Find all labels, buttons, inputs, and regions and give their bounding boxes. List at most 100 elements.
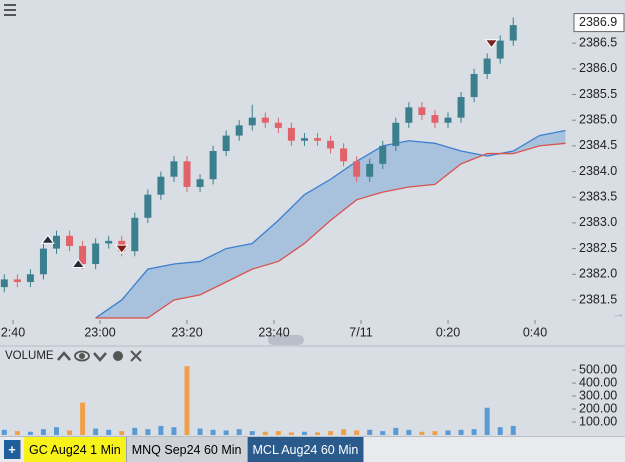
- y-tick-label: 2386.5: [579, 35, 617, 49]
- y-tick-label: 100.00: [579, 414, 617, 428]
- y-tick-label: 2384.5: [579, 138, 617, 152]
- signal-marker: [114, 244, 129, 255]
- volume-bar: [497, 427, 503, 435]
- volume-bar: [354, 430, 360, 435]
- menu-icon[interactable]: [4, 4, 16, 16]
- candle-body: [26, 274, 34, 282]
- scroll-handle[interactable]: [268, 335, 304, 345]
- candle-body: [418, 107, 426, 116]
- candle-body: [509, 25, 517, 41]
- volume-bar: [341, 429, 347, 435]
- signal-marker: [484, 39, 499, 49]
- candle-body: [0, 279, 8, 288]
- candle-body: [13, 279, 21, 282]
- volume-bar: [132, 427, 138, 435]
- add-tab-button[interactable]: +: [4, 440, 21, 459]
- candle-body: [457, 97, 465, 118]
- candle-body: [483, 58, 491, 74]
- last-price-label: 2386.9: [579, 15, 617, 29]
- candle-body: [470, 73, 478, 98]
- candle-body: [444, 117, 452, 123]
- candle-body: [340, 148, 348, 162]
- cloud-line: [95, 129, 566, 319]
- volume-bar: [184, 366, 190, 435]
- x-tick-label: 23:00: [84, 325, 115, 339]
- candle-body: [248, 117, 256, 126]
- volume-bar: [40, 429, 46, 435]
- candle-body: [66, 235, 74, 247]
- candle-body: [496, 40, 504, 59]
- x-tick-label: 23:40: [258, 325, 289, 339]
- candle-body: [431, 115, 439, 123]
- y-tick-label: 2385.5: [579, 87, 617, 101]
- volume-bar: [119, 431, 125, 435]
- x-tick-label: 7/11: [349, 325, 372, 339]
- candle-body: [287, 127, 295, 141]
- candle-body: [274, 122, 282, 128]
- y-tick-label: 300.00: [579, 388, 617, 402]
- y-tick-label: 2381.5: [579, 292, 617, 306]
- tab[interactable]: MNQ Sep24 60 Min: [126, 437, 248, 462]
- signal-marker: [40, 234, 55, 244]
- volume-bar: [471, 429, 477, 435]
- volume-bar: [432, 431, 438, 435]
- panel-icons[interactable]: [57, 350, 142, 362]
- y-tick-label: 500.00: [579, 362, 617, 376]
- cloud-line: [95, 142, 566, 319]
- candle-body: [196, 179, 204, 187]
- volume-bar: [249, 431, 255, 435]
- candle-body: [144, 194, 152, 218]
- volume-bar: [93, 428, 99, 435]
- volume-bar: [367, 429, 373, 435]
- volume-bar: [419, 431, 425, 435]
- scroll-arrow[interactable]: →: [612, 305, 625, 320]
- y-tick-label: 400.00: [579, 375, 617, 389]
- candle-body: [392, 122, 400, 146]
- volume-bar: [484, 407, 490, 435]
- volume-bar: [510, 425, 516, 435]
- volume-bar: [393, 427, 399, 435]
- candle-body: [209, 151, 217, 180]
- candle-body: [39, 248, 47, 275]
- x-tick-label: 0:40: [523, 325, 547, 339]
- candle-body: [314, 138, 321, 141]
- tab[interactable]: MCL Aug24 60 Min: [247, 437, 365, 462]
- candle-body: [379, 145, 387, 164]
- volume-bar: [27, 431, 33, 435]
- volume-bar: [1, 429, 7, 435]
- volume-bar: [67, 430, 73, 435]
- candle-body: [353, 161, 361, 177]
- volume-bar: [406, 429, 412, 435]
- volume-bar: [301, 431, 307, 435]
- candle-body: [183, 161, 191, 187]
- volume-bar: [445, 430, 451, 435]
- volume-bar: [223, 430, 229, 435]
- candle-body: [170, 161, 178, 177]
- candle-body: [366, 163, 374, 177]
- candle-body: [53, 235, 60, 249]
- candle-body: [222, 135, 230, 152]
- y-tick-label: 200.00: [579, 401, 617, 415]
- volume-bar: [275, 431, 281, 435]
- candle-body: [131, 217, 139, 252]
- chart: → VOLUME 2381.5 2382.0 2382.5 2383.0 2383.5 2…: [0, 4, 625, 435]
- volume-bar: [458, 429, 464, 435]
- tab-bar: + GC Aug24 1 Min MNQ Sep24 60 Min MCL Au…: [0, 436, 625, 462]
- signal-marker: [71, 258, 86, 268]
- candle-body: [405, 107, 413, 123]
- tab[interactable]: GC Aug24 1 Min: [24, 437, 127, 462]
- y-tick-label: 2382.5: [579, 241, 617, 255]
- candle-body: [261, 117, 269, 123]
- candle-body: [79, 246, 87, 265]
- candle-body: [235, 125, 243, 136]
- volume-bar: [106, 429, 112, 435]
- candle-body: [157, 176, 165, 195]
- y-tick-label: 2385.0: [579, 112, 617, 126]
- y-tick-label: 2383.5: [579, 190, 617, 204]
- volume-bar: [80, 402, 86, 435]
- candle-body: [300, 138, 308, 141]
- y-tick-label: 2384.0: [579, 164, 617, 178]
- volume-bar: [236, 429, 242, 435]
- candle-body: [92, 243, 100, 265]
